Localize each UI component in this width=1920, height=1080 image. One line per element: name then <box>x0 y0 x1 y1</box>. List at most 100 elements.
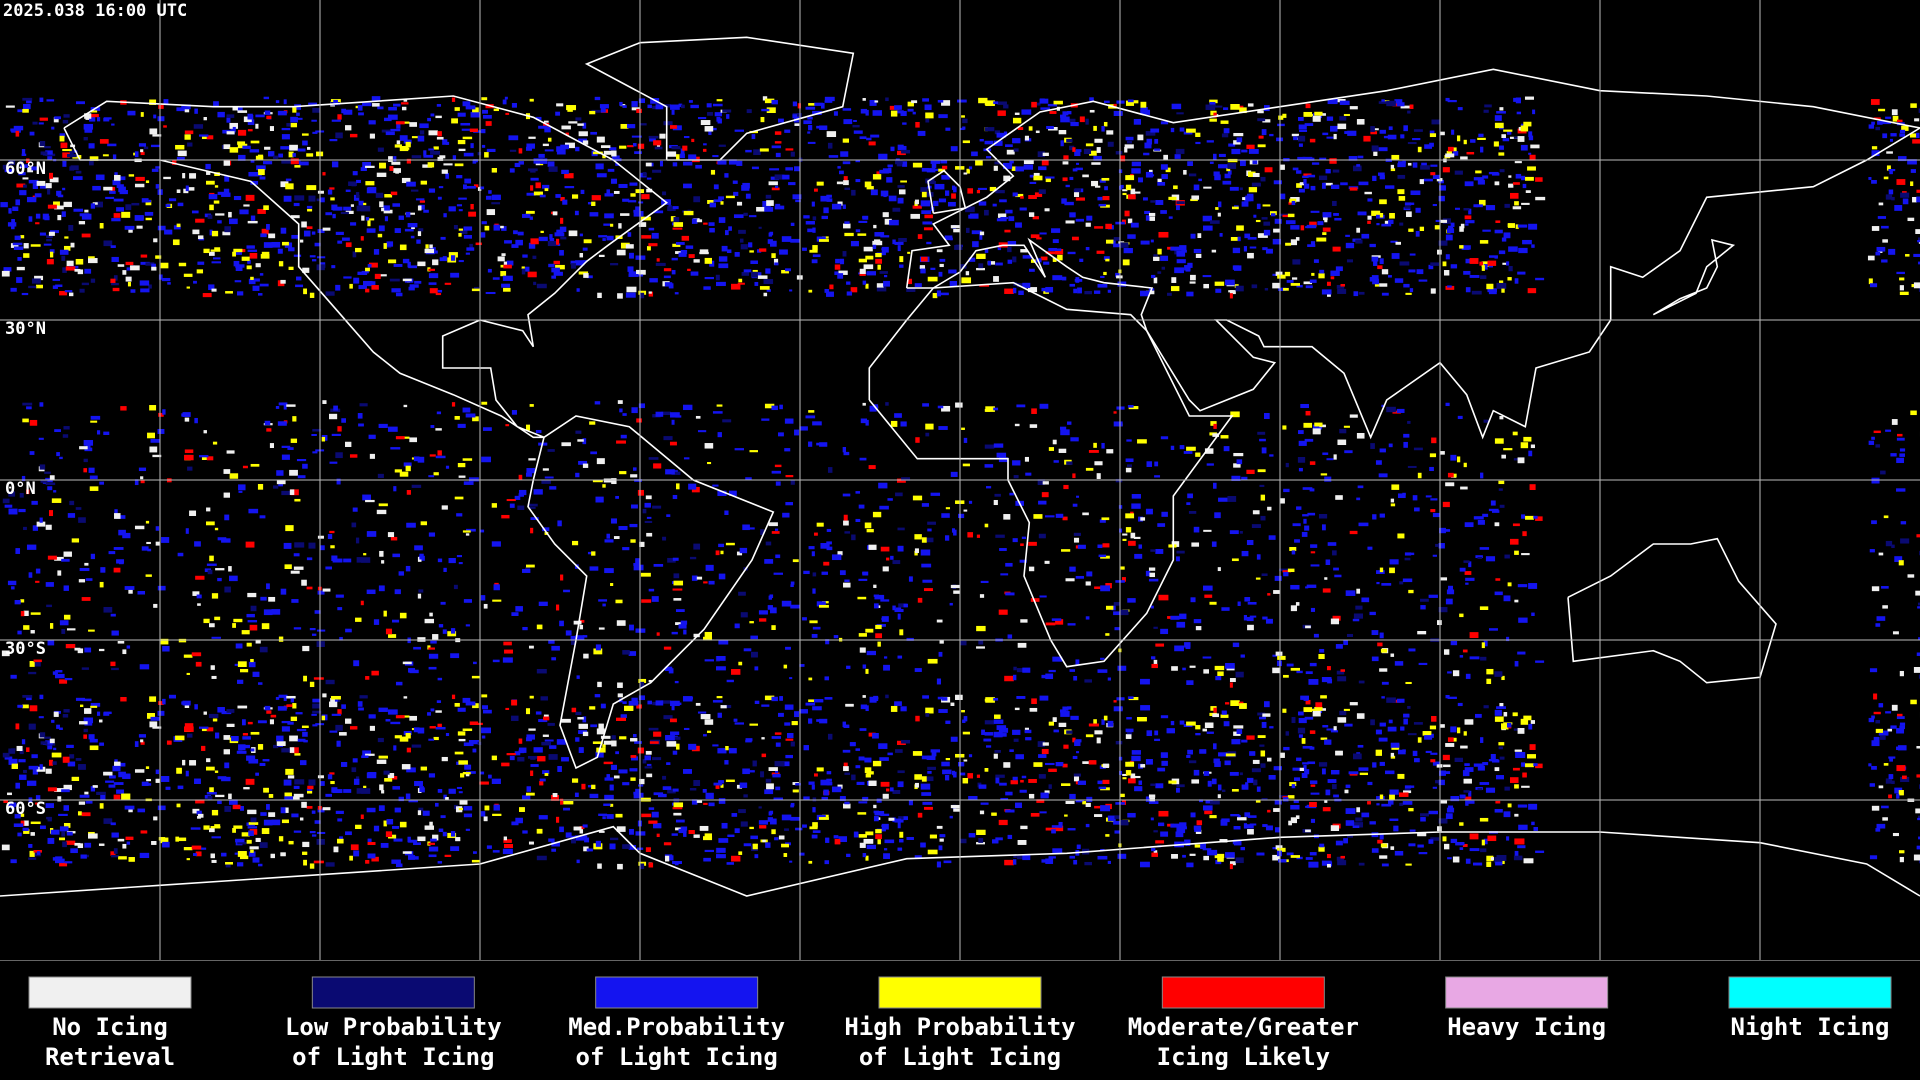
icing-pixel <box>938 292 949 296</box>
icing-pixel <box>266 804 270 810</box>
icing-pixel <box>1179 822 1187 828</box>
icing-pixel <box>81 698 92 702</box>
icing-pixel <box>1170 823 1180 828</box>
icing-pixel <box>992 839 999 844</box>
icing-pixel <box>717 159 727 165</box>
icing-pixel <box>518 738 523 744</box>
icing-pixel <box>79 288 85 293</box>
icing-pixel <box>369 725 375 731</box>
icing-pixel <box>851 189 856 196</box>
icing-pixel <box>1229 861 1236 866</box>
icing-pixel <box>278 153 284 158</box>
icing-pixel <box>578 747 584 753</box>
icing-pixel <box>250 180 259 185</box>
icing-pixel <box>122 270 127 275</box>
icing-pixel <box>975 159 983 166</box>
icing-pixel <box>1506 836 1510 841</box>
icing-pixel <box>278 694 288 698</box>
icing-pixel <box>1508 246 1518 252</box>
icing-pixel <box>29 850 35 857</box>
icing-pixel <box>1306 224 1317 229</box>
icing-pixel <box>428 268 435 271</box>
icing-pixel <box>1416 269 1424 275</box>
icing-pixel <box>35 802 40 805</box>
icing-pixel <box>145 217 152 221</box>
icing-pixel <box>65 266 76 271</box>
icing-pixel <box>1217 212 1221 217</box>
icing-pixel <box>55 284 63 288</box>
icing-pixel <box>844 187 851 190</box>
icing-pixel <box>1381 223 1392 227</box>
icing-pixel <box>278 261 284 267</box>
icing-pixel <box>778 712 784 717</box>
icing-pixel <box>1881 225 1889 229</box>
icing-pixel <box>1495 861 1503 866</box>
icing-pixel <box>1303 765 1307 770</box>
icing-pixel <box>876 798 882 803</box>
icing-pixel <box>377 737 384 743</box>
icing-pixel <box>1326 136 1334 139</box>
icing-pixel <box>890 705 898 712</box>
icing-pixel <box>361 755 369 758</box>
icing-pixel <box>1393 825 1399 832</box>
icing-pixel <box>731 855 741 862</box>
icing-pixel <box>388 834 397 839</box>
icing-pixel <box>718 263 729 269</box>
icing-pixel <box>84 268 92 274</box>
icing-pixel <box>1255 800 1261 803</box>
icing-pixel <box>862 216 868 219</box>
icing-pixel <box>538 815 548 820</box>
icing-pixel <box>1333 794 1339 798</box>
icing-pixel <box>843 724 850 728</box>
icing-pixel <box>378 225 385 232</box>
icing-pixel <box>775 786 781 791</box>
icing-pixel <box>1131 755 1141 762</box>
icing-pixel <box>1916 196 1920 203</box>
icing-pixel <box>648 291 654 297</box>
icing-pixel <box>1535 850 1545 853</box>
icing-pixel <box>95 201 103 208</box>
icing-pixel <box>1532 109 1536 115</box>
icing-pixel <box>1248 148 1259 154</box>
icing-pixel <box>1293 136 1298 141</box>
icing-pixel <box>331 713 341 716</box>
icing-pixel <box>8 758 18 765</box>
icing-pixel <box>387 114 398 120</box>
icing-pixel <box>683 210 694 216</box>
icing-pixel <box>683 183 692 189</box>
icing-pixel <box>308 102 317 105</box>
icing-pixel <box>1094 730 1103 735</box>
icing-pixel <box>1009 749 1014 752</box>
icing-pixel <box>663 121 673 126</box>
icing-pixel <box>731 283 741 290</box>
icing-pixel <box>968 754 973 758</box>
icing-pixel <box>1392 699 1401 703</box>
icing-pixel <box>1407 705 1411 709</box>
icing-pixel <box>1125 761 1135 767</box>
icing-pixel <box>1372 278 1379 285</box>
icing-pixel <box>343 109 353 115</box>
icing-pixel <box>1061 198 1067 204</box>
icing-pixel <box>1882 133 1888 139</box>
icing-pixel <box>14 235 21 240</box>
icing-pixel <box>491 202 501 205</box>
icing-pixel <box>1482 175 1489 179</box>
icing-pixel <box>1097 780 1103 785</box>
icing-pixel <box>857 812 867 815</box>
icing-pixel <box>54 116 61 120</box>
icing-pixel <box>549 745 557 749</box>
icing-pixel <box>195 851 202 857</box>
icing-pixel <box>64 290 73 293</box>
icing-pixel <box>733 191 739 196</box>
icing-pixel <box>316 264 325 271</box>
icing-pixel <box>1127 218 1133 224</box>
icing-pixel <box>866 186 874 190</box>
icing-pixel <box>411 189 419 192</box>
icing-pixel <box>1148 801 1159 804</box>
icing-pixel <box>189 760 197 766</box>
icing-pixel <box>1873 711 1881 715</box>
icing-pixel <box>302 267 310 273</box>
icing-pixel <box>1196 820 1203 826</box>
icing-pixel <box>1902 775 1907 780</box>
icing-pixel <box>1394 850 1404 856</box>
